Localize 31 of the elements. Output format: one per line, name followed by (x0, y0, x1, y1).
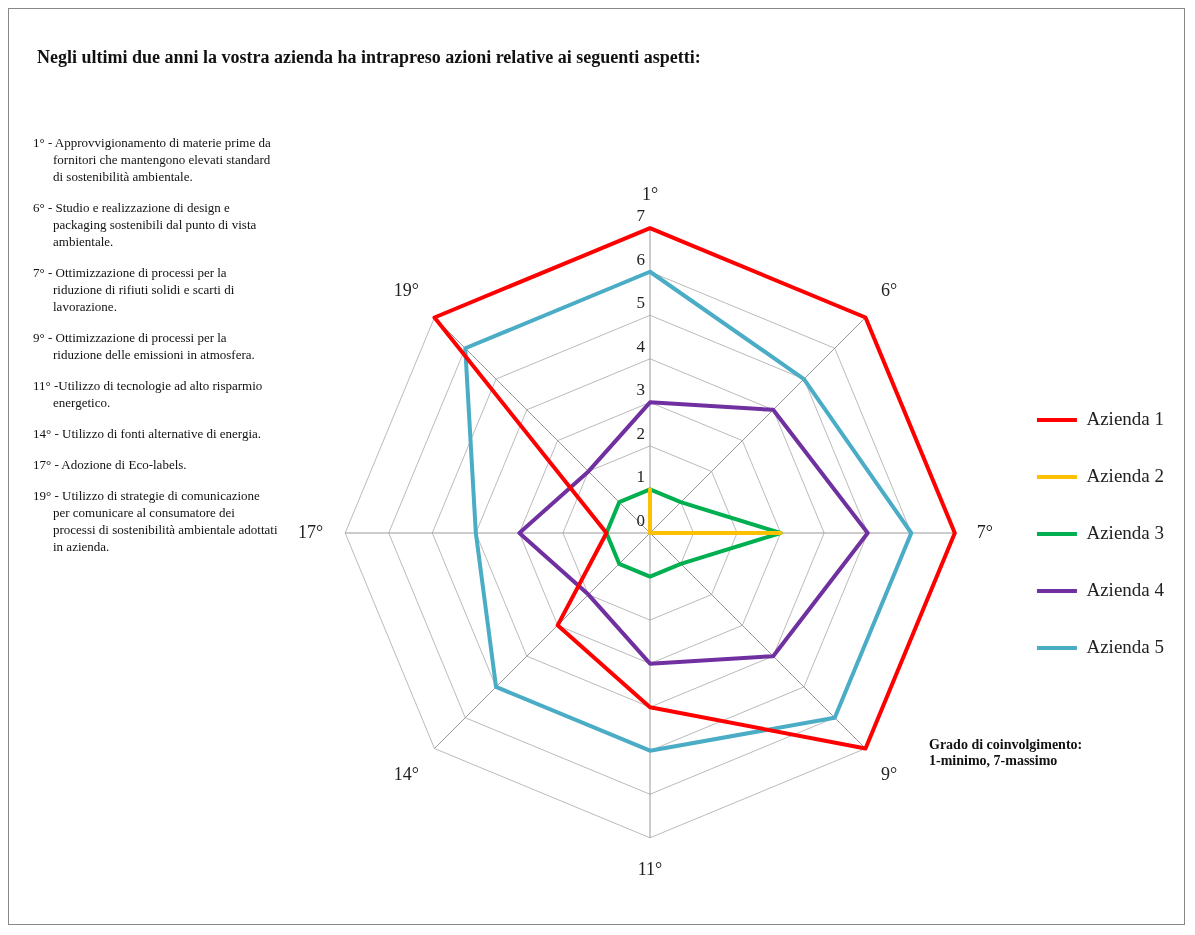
spoke-label: 6° (881, 279, 898, 300)
y-tick-label: 4 (636, 336, 646, 356)
legend-label: Azienda 5 (1086, 635, 1165, 657)
text: 6° - Studio e realizzazione di design e packaging sostenibili dal punto di vista ambientale. (33, 199, 258, 250)
text: 11° -Utilizzo di tecnologie ad alto risparmio energetico. (33, 377, 264, 411)
spoke-label: 7° (976, 521, 993, 542)
text: 17° - Adozione di Eco-labels. (33, 456, 188, 473)
y-tick-label: 1 (636, 467, 645, 487)
legend-label: Azienda 1 (1086, 407, 1165, 429)
spoke-label: 17° (298, 521, 324, 542)
spoke-label: 19° (393, 279, 419, 300)
spoke-label: 1° (641, 184, 659, 205)
y-tick-label: 3 (636, 380, 645, 400)
y-tick-label: 5 (636, 293, 645, 313)
y-tick-label: 0 (636, 510, 645, 530)
text: 14° - Utilizzo di fonti alternative di energia. (33, 425, 263, 442)
y-tick-label: 7 (636, 206, 646, 226)
text: Grado di coinvolgimento: 1-minimo, 7-massimo (929, 737, 1083, 769)
text: 1° - Approvvigionamento di materie prime da fornitori che mantengono elevati standard di sostenibilità ambientale. (33, 134, 272, 185)
spoke-label: 9° (881, 763, 898, 784)
legend-label: Azienda 3 (1086, 521, 1165, 543)
text: 19° - Utilizzo di strategie di comunicazione per comunicare al consumatore dei processi di sostenibilità ambientale adottati in azienda. (33, 487, 278, 555)
chart-title: Negli ultimi due anni la vostra azienda ha intrapreso azioni relative ai seguenti aspetti: (37, 47, 701, 68)
y-tick-label: 2 (636, 423, 645, 443)
y-tick-label: 6 (636, 249, 645, 269)
spoke-label: 14° (393, 763, 419, 784)
spoke-label: 11° (637, 859, 663, 880)
text: 9° - Ottimizzazione di processi per la riduzione delle emissioni in atmosfera. (33, 329, 256, 363)
legend-label: Azienda 4 (1086, 578, 1165, 600)
text: 7° - Ottimizzazione di processi per la riduzione di rifiuti solidi e scarti di lavorazione. (33, 264, 236, 315)
legend-label: Azienda 2 (1086, 464, 1165, 486)
